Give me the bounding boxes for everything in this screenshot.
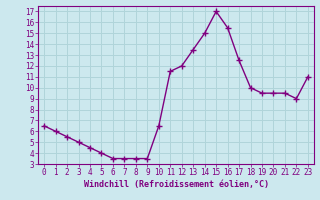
X-axis label: Windchill (Refroidissement éolien,°C): Windchill (Refroidissement éolien,°C) bbox=[84, 180, 268, 189]
